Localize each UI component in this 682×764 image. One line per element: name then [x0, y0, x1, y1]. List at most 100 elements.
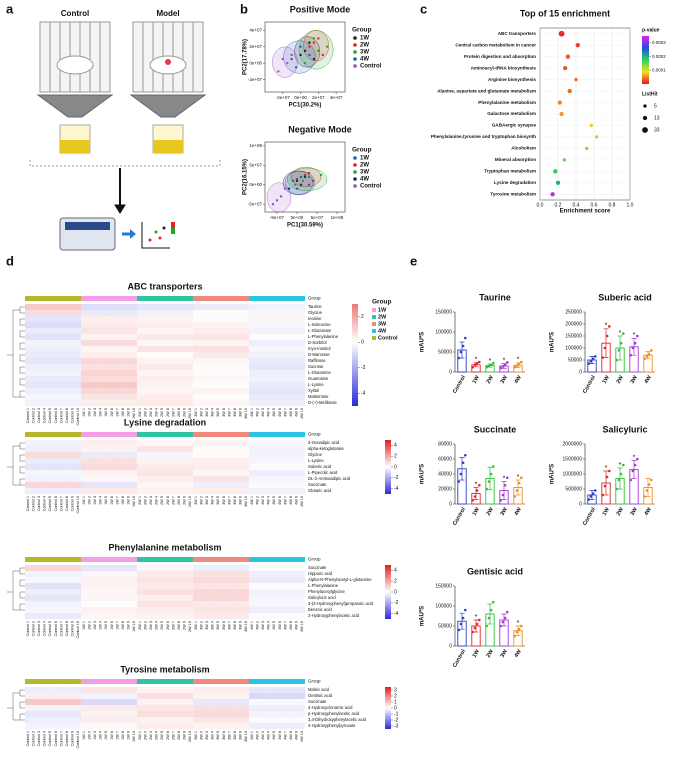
column-label: 3W 4: [211, 731, 215, 740]
column-label: 2W 7: [171, 408, 175, 417]
heat-cell: [249, 488, 306, 495]
column-label: 2W 1: [138, 621, 142, 630]
heat-cell: [81, 482, 138, 489]
column-label: 2W 5: [160, 408, 164, 417]
heat-cell: [137, 376, 194, 383]
point: [290, 53, 293, 57]
heat-cell: [249, 358, 306, 365]
point: [326, 45, 329, 48]
y-tick-label: 20000: [438, 486, 452, 492]
heat-cell: [193, 693, 250, 700]
significance: *: [619, 462, 622, 469]
column-label: 3W 8: [233, 408, 237, 417]
heat-cell: [25, 322, 82, 329]
x-tick-label: 2W: [486, 506, 496, 517]
column-label: 2W 10: [188, 408, 192, 419]
heat-cell: [81, 607, 138, 614]
column-label: Control 8: [65, 621, 69, 636]
heat-cell: [81, 316, 138, 323]
heatmap-title: Phenylalanine metabolism: [108, 542, 221, 552]
heat-cell: [137, 711, 194, 718]
point: [487, 480, 491, 483]
point: [307, 171, 311, 175]
row-label: L-Glutamate: [308, 328, 332, 333]
heat-cell: [249, 601, 306, 608]
x-tick-label: 3W: [500, 648, 510, 659]
column-label: 4W 5: [272, 408, 276, 417]
heat-cell: [249, 571, 306, 578]
point: [293, 183, 297, 186]
heat-cell: [81, 723, 138, 730]
point: [457, 480, 461, 483]
point: [506, 610, 509, 614]
point: [487, 616, 491, 620]
point: [499, 624, 503, 628]
heat-cell: [193, 613, 250, 620]
heat-cell: [249, 352, 306, 359]
heat-cell: [249, 440, 306, 447]
point: [301, 179, 305, 183]
point: [299, 175, 303, 179]
group-bar: [81, 432, 137, 437]
error-bar: [617, 335, 623, 361]
column-label: 3W 2: [199, 408, 203, 417]
column-label: 3W 7: [227, 496, 231, 505]
heat-cell: [137, 322, 194, 329]
chart-title: Positive Mode: [290, 4, 351, 14]
point: [515, 364, 519, 367]
legend-label: 1W: [360, 156, 369, 162]
column-label: 3W 6: [222, 408, 226, 417]
column-label: 2W 8: [177, 408, 181, 417]
heat-cell: [81, 370, 138, 377]
category-label: Tryptophan metabolism: [484, 169, 536, 174]
y-tick-label: 100000: [435, 329, 452, 335]
column-label: 3W 8: [233, 731, 237, 740]
heat-cell: [25, 376, 82, 383]
column-label: 1W 7: [115, 408, 119, 417]
y-tick-label: 1e+08: [249, 143, 262, 148]
point: [295, 187, 299, 190]
heat-cell: [137, 440, 194, 447]
group-bar: [25, 557, 81, 562]
group-bar: [81, 296, 137, 301]
heat-cell: [193, 589, 250, 596]
point: [459, 622, 463, 626]
column-label: 3W 9: [239, 408, 243, 417]
group-bar: [137, 557, 193, 562]
panel-label: c: [420, 1, 427, 16]
point: [459, 350, 463, 354]
column-label: 3W 3: [205, 731, 209, 740]
heat-cell: [25, 723, 82, 730]
significance: *: [475, 357, 478, 364]
column-label: 1W 5: [104, 496, 108, 505]
x-tick-label: 1W: [602, 374, 612, 385]
error-bar: [589, 356, 595, 364]
row-label: Succinate: [308, 699, 327, 704]
colorbar-label: 0: [394, 705, 397, 711]
heat-cell: [193, 488, 250, 495]
point: [489, 608, 493, 612]
point: [615, 358, 618, 362]
error-bar: [645, 478, 651, 497]
x-tick-label: 4e+07: [330, 95, 343, 100]
colorbar: [385, 565, 391, 619]
column-label: 1W 7: [115, 621, 119, 630]
column-label: 4W 7: [283, 621, 287, 630]
heat-cell: [249, 400, 306, 407]
size-label: 5: [654, 103, 657, 109]
row-label: L-Pipecolic acid: [308, 470, 338, 475]
heat-cell: [81, 440, 138, 447]
group-bar: [137, 296, 193, 301]
legend-label: 2W: [360, 43, 369, 49]
row-label: Hippuric acid: [308, 571, 333, 576]
point: [589, 495, 593, 498]
heat-cell: [25, 394, 82, 401]
category-label: Aminoacyl-tRNA biosynthesis: [471, 65, 537, 70]
row-label: alpha-ketoglutarate: [308, 446, 345, 451]
column-label: Control 10: [76, 731, 80, 749]
group-bar: [25, 679, 81, 684]
column-label: 1W 9: [127, 496, 131, 505]
point: [319, 173, 323, 177]
heat-cell: [25, 717, 82, 724]
heat-cell: [193, 723, 250, 730]
